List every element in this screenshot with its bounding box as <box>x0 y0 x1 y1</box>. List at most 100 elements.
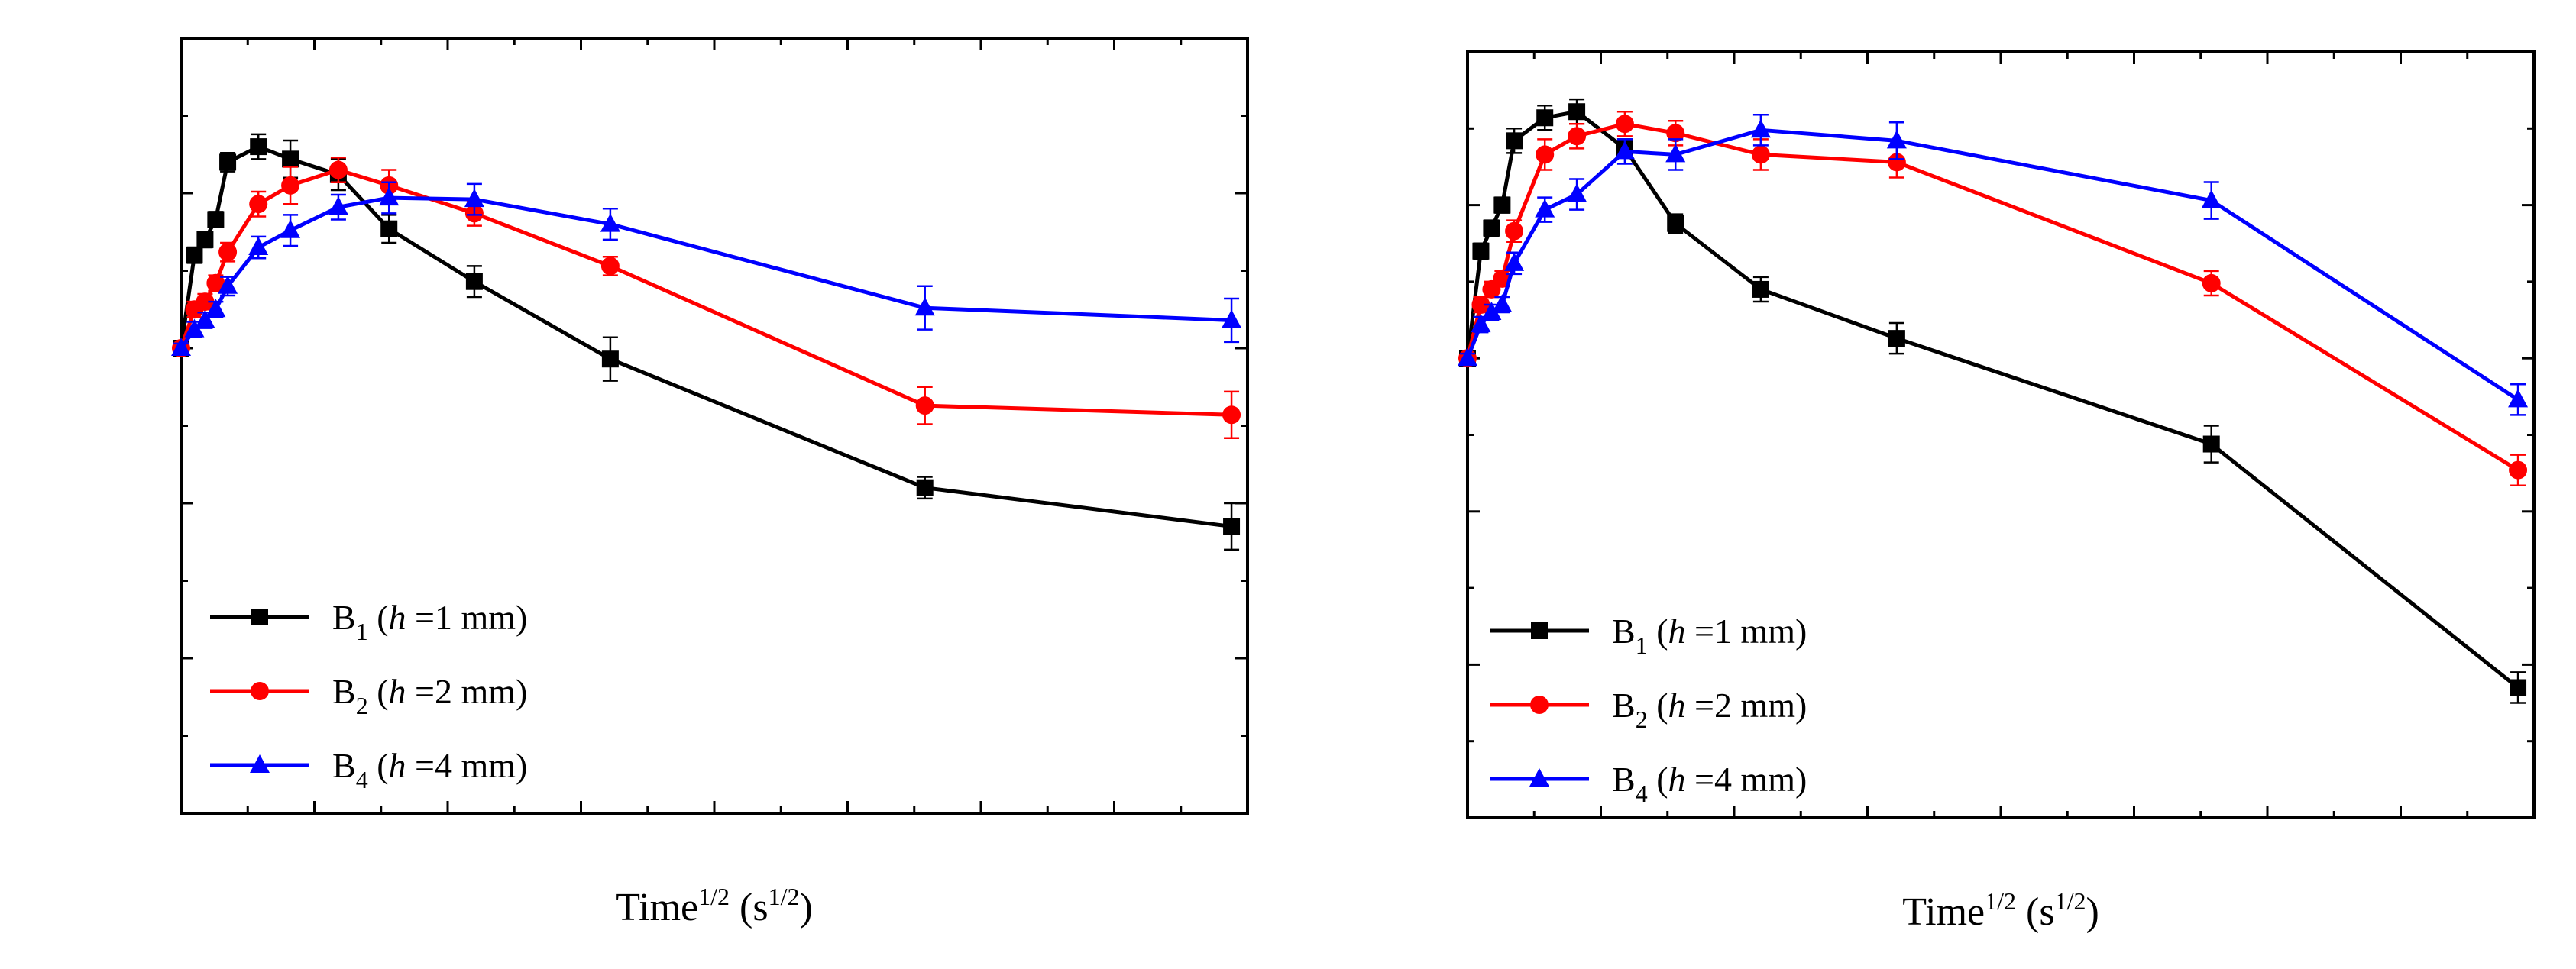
data-point-B1 <box>1667 215 1684 232</box>
x-axis-title-base: Time <box>616 886 698 929</box>
legend-entry-B4: B4 (h =4 mm) <box>1490 760 1807 807</box>
data-point-B1 <box>282 150 299 168</box>
data-point-B4 <box>1481 302 1502 321</box>
data-point-B2 <box>2202 273 2221 292</box>
legend-label-base: B <box>1612 686 1636 725</box>
legend-label-paren: ( <box>368 672 389 711</box>
legend-label-param: h <box>389 746 406 785</box>
series-line-B4 <box>1465 128 2519 402</box>
legend-label-paren: ( <box>368 598 389 637</box>
legend-label: B2 (h =2 mm) <box>332 672 527 719</box>
data-point-B4 <box>2508 389 2529 408</box>
legend-label-sub: 2 <box>356 692 368 719</box>
legend-marker <box>251 682 269 700</box>
legend-label-value: =2 mm) <box>1686 686 1807 725</box>
data-point-B4 <box>171 338 191 356</box>
legend-label-sub: 1 <box>356 618 368 645</box>
legend-marker <box>250 754 270 773</box>
data-point-B4 <box>1458 347 1477 367</box>
data-point-B1 <box>1888 330 1905 347</box>
legend-label: B1 (h =1 mm) <box>332 598 527 645</box>
legend-label-paren: ( <box>1648 612 1668 651</box>
data-point-B1 <box>219 153 237 171</box>
data-point-B1 <box>1752 280 1769 298</box>
data-point-B1 <box>465 273 483 290</box>
data-point-B2 <box>1471 295 1490 314</box>
data-point-B1 <box>916 479 934 496</box>
legend-label-base: B <box>332 598 356 637</box>
data-point-B4 <box>1665 144 1686 163</box>
data-point-B4 <box>195 309 215 328</box>
legend-label: B4 (h =4 mm) <box>332 746 527 793</box>
legend-label-param: h <box>1668 612 1686 651</box>
legend-label-sub: 1 <box>1636 631 1648 659</box>
data-point-B1 <box>1472 242 1490 260</box>
data-point-B2 <box>196 292 215 312</box>
legend-label-paren: ( <box>1648 686 1668 725</box>
x-axis-title-sup: 1/2 <box>698 883 730 910</box>
data-point-B4 <box>1222 309 1242 328</box>
data-point-B2 <box>281 176 300 195</box>
legend-label-sub: 4 <box>356 766 368 793</box>
data-point-B4 <box>600 213 620 232</box>
x-axis-title-sup: 1/2 <box>1985 887 2016 915</box>
data-point-B1 <box>1536 109 1554 127</box>
data-point-B4 <box>205 299 226 318</box>
legend-marker <box>1530 696 1549 714</box>
series-B2 <box>1458 110 2528 486</box>
legend-entry-B1: B1 (h =1 mm) <box>1490 612 1807 659</box>
x-axis-title-base: Time <box>1902 890 1985 934</box>
data-point-B1 <box>1493 196 1511 214</box>
legend-label-param: h <box>1668 760 1686 799</box>
data-point-B1 <box>380 220 398 237</box>
data-point-B4 <box>1567 183 1587 202</box>
data-point-B4 <box>218 275 238 294</box>
data-point-B4 <box>1471 314 1491 333</box>
legend-label-value: =1 mm) <box>406 598 528 637</box>
data-point-B2 <box>218 243 238 262</box>
legend-label-base: B <box>1612 760 1636 799</box>
data-point-B2 <box>1887 153 1906 172</box>
legend-label-base: B <box>332 746 356 785</box>
data-point-B4 <box>1886 130 1907 149</box>
legend-label: B2 (h =2 mm) <box>1612 686 1807 733</box>
data-point-B2 <box>249 195 268 214</box>
data-point-B4 <box>328 196 348 215</box>
data-point-B1 <box>601 350 619 368</box>
data-point-B4 <box>184 318 205 338</box>
data-point-B4 <box>280 219 301 238</box>
data-point-B4 <box>2201 189 2222 208</box>
data-point-B4 <box>248 237 269 256</box>
legend-label-base: B <box>332 672 356 711</box>
data-point-B1 <box>186 247 203 264</box>
legend-label-param: h <box>389 598 406 637</box>
legend-label-sub: 2 <box>1636 706 1648 733</box>
legend-label: B1 (h =1 mm) <box>1612 612 1807 659</box>
legend-entry-B1: B1 (h =1 mm) <box>210 598 527 645</box>
x-axis-title-close: ) <box>2086 890 2099 934</box>
series-B4 <box>1458 113 2529 416</box>
data-point-B1 <box>196 231 214 248</box>
data-point-B2 <box>1222 405 1241 425</box>
legend-label-value: =1 mm) <box>1686 612 1807 651</box>
data-point-B1 <box>2510 679 2527 696</box>
data-point-B2 <box>1568 127 1587 146</box>
legend-label-value: =4 mm) <box>1686 760 1807 799</box>
legend-marker <box>1529 768 1549 787</box>
series-B1 <box>173 133 1241 551</box>
data-point-B4 <box>1614 141 1635 160</box>
data-point-B1 <box>1483 219 1500 237</box>
series-B4 <box>171 181 1242 356</box>
data-point-B4 <box>1750 119 1771 138</box>
data-point-B1 <box>207 211 225 228</box>
legend-entry-B2: B2 (h =2 mm) <box>210 672 527 719</box>
legend-label-sub: 4 <box>1636 780 1648 807</box>
legend-marker <box>1531 622 1548 639</box>
data-point-B1 <box>250 138 267 156</box>
data-point-B4 <box>1535 199 1555 218</box>
data-point-B2 <box>2509 460 2528 480</box>
data-point-B4 <box>379 187 400 206</box>
data-point-B2 <box>206 273 225 292</box>
data-point-B2 <box>1536 145 1555 164</box>
